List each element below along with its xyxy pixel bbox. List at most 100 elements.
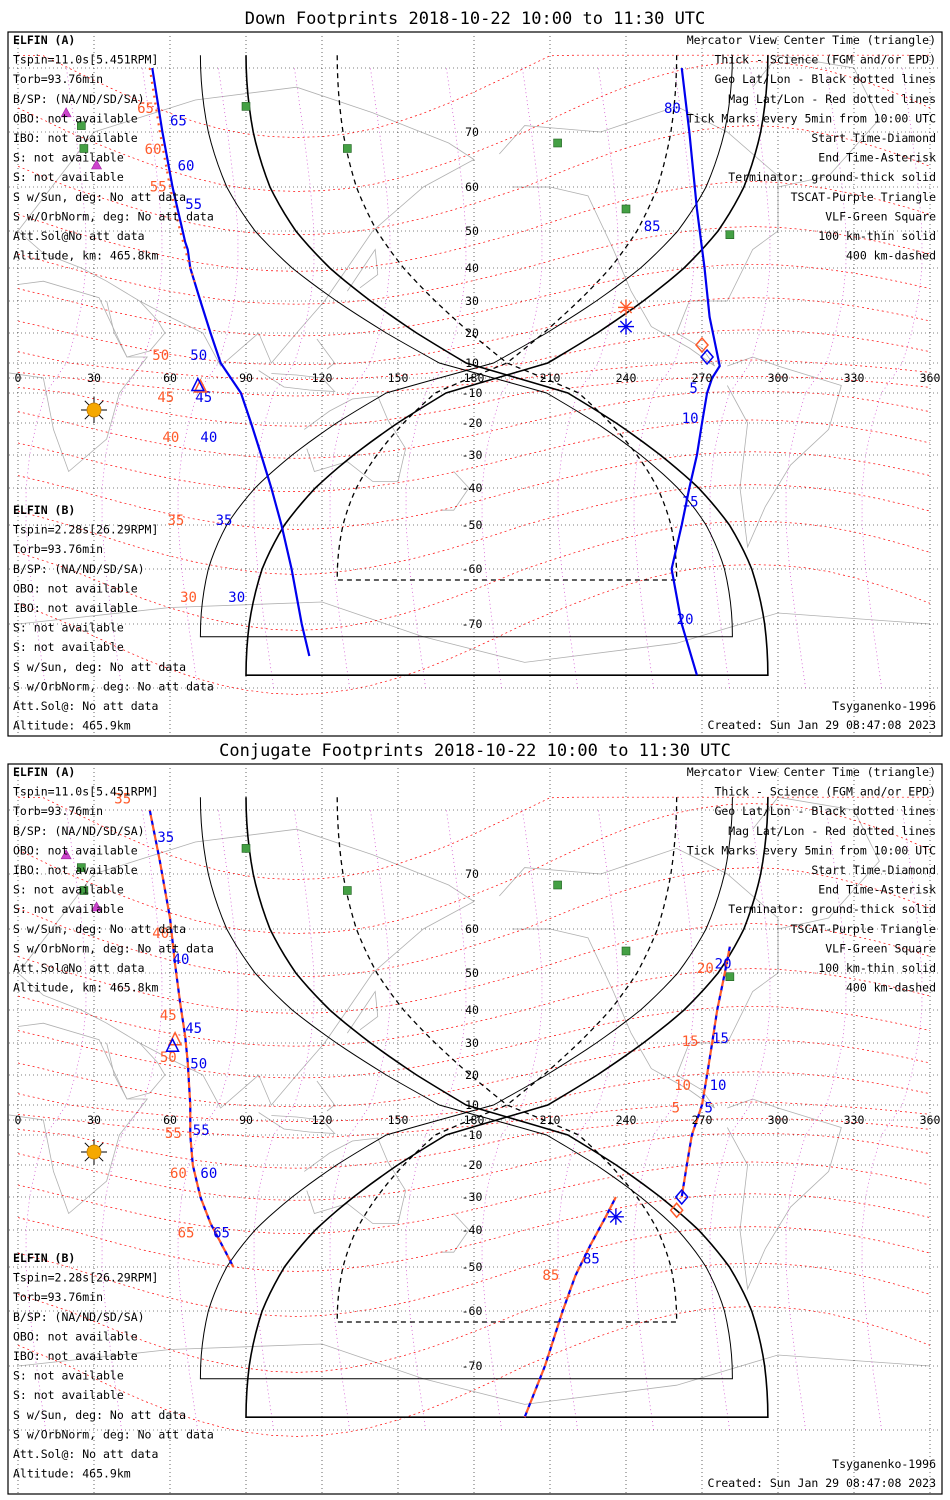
x-tick-label: 300 bbox=[768, 1113, 789, 1127]
elfin-a-name: ELFIN (A) bbox=[13, 765, 75, 779]
geo-graticule bbox=[9, 765, 941, 1493]
x-tick-label: 60 bbox=[163, 371, 177, 385]
elfin-b-info-line: Torb=93.76min bbox=[13, 1290, 103, 1304]
legend-entry: Tick Marks every 5min from 10:00 UTC bbox=[687, 111, 936, 125]
elfin-b-info-line: Torb=93.76min bbox=[13, 542, 103, 556]
track-time-label: 45 bbox=[195, 390, 212, 406]
track-time-label: 65 bbox=[213, 1225, 230, 1241]
panel-frame bbox=[7, 31, 943, 737]
legend-entry: Start Time-Diamond bbox=[811, 131, 936, 145]
track-time-label: 15 bbox=[712, 1031, 729, 1047]
y-tick-label: 10 bbox=[465, 356, 479, 370]
elfin-b-name: ELFIN (B) bbox=[13, 503, 75, 517]
elfin-a-info-line: B/SP: (NA/ND/SD/SA) bbox=[13, 92, 145, 106]
down-footprints-panel: Down Footprints 2018-10-22 10:00 to 11:3… bbox=[7, 9, 943, 737]
elfin-b-info-line: Tspin=2.28s[26.29RPM] bbox=[13, 523, 158, 537]
x-tick-label: 60 bbox=[163, 1113, 177, 1127]
legend-entry: 400 km-dashed bbox=[846, 981, 936, 995]
track-time-label: 35 bbox=[216, 513, 233, 529]
legend-entry: Terminator: ground-thick solid bbox=[728, 170, 936, 184]
track-time-label: 45 bbox=[185, 1021, 202, 1037]
x-tick-label: 120 bbox=[312, 371, 333, 385]
y-tick-label: -60 bbox=[462, 562, 483, 576]
mag-meridians bbox=[25, 67, 923, 689]
track-time-label: 55 bbox=[185, 197, 202, 213]
vlf-station-marker bbox=[241, 844, 251, 853]
track-time-label: 10 bbox=[710, 1078, 727, 1094]
elfin-a-info-line: Altitude, km: 465.8km bbox=[13, 981, 158, 995]
track-elfin-a-0 bbox=[151, 67, 311, 657]
axis-ticks: 0 30 60 90 120 150 180 210 240 270 300 330 360 70 60 50… bbox=[15, 867, 941, 1373]
x-tick-label: 210 bbox=[540, 371, 561, 385]
track-time-label: 20 bbox=[697, 961, 714, 977]
elfin-b-info-line: IBO: not available bbox=[13, 1349, 138, 1363]
track-time-label: 40 bbox=[152, 926, 169, 942]
satellite-info: ELFIN (A) Tspin=11.0s[5.451RPM] Torb=93.76… bbox=[13, 765, 214, 1481]
vlf-station-marker bbox=[725, 972, 735, 982]
triangle-marker bbox=[190, 376, 206, 392]
y-tick-label: 50 bbox=[465, 224, 479, 238]
track-time-label: 65 bbox=[137, 101, 154, 117]
track-time-label: 35 bbox=[157, 830, 174, 846]
panel-frame bbox=[7, 763, 943, 1495]
elfin-b-info-line: Tspin=2.28s[26.29RPM] bbox=[13, 1271, 158, 1285]
elfin-a-info-line: S: not available bbox=[13, 902, 124, 916]
track-elfin-b-overlay bbox=[148, 809, 235, 1268]
elfin-a-info-line: S: not available bbox=[13, 170, 124, 184]
orbit-tracks: 65 60 55 50 45 40 35 30 85 80 5 10 15 20 65 60 55 50 45 40 3… bbox=[137, 67, 721, 676]
elfin-b-info-line: S: not available bbox=[13, 640, 124, 654]
x-tick-label: 330 bbox=[844, 1113, 865, 1127]
created-timestamp: Created: Sun Jan 29 08:47:08 2023 bbox=[708, 718, 937, 732]
track-time-label: 15 bbox=[682, 1034, 699, 1050]
track-time-label: 40 bbox=[173, 952, 190, 968]
y-tick-label: 20 bbox=[465, 1068, 479, 1082]
mag-graticule bbox=[17, 796, 931, 1437]
triangle-marker bbox=[165, 1037, 180, 1052]
elfin-b-info-line: Altitude: 465.9km bbox=[13, 1467, 131, 1481]
panel-title-down: Down Footprints 2018-10-22 10:00 to 11:3… bbox=[245, 9, 706, 29]
legend: Mercator View Center Time (triangle) Thic… bbox=[687, 33, 936, 263]
x-tick-label: 270 bbox=[692, 371, 713, 385]
diamond-marker bbox=[695, 336, 709, 354]
vlf-station-marker bbox=[621, 204, 631, 214]
track-time-label: 60 bbox=[200, 1166, 217, 1182]
y-tick-label: -50 bbox=[462, 1260, 483, 1274]
x-tick-label: 30 bbox=[87, 371, 101, 385]
y-tick-label: 60 bbox=[465, 922, 479, 936]
track-time-label: 55 bbox=[193, 1123, 210, 1139]
y-tick-label: 10 bbox=[465, 1098, 479, 1112]
x-tick-label: 180 bbox=[464, 1113, 485, 1127]
x-tick-label: 210 bbox=[540, 1113, 561, 1127]
y-tick-label: 70 bbox=[465, 125, 479, 139]
sun-icon bbox=[81, 1139, 107, 1165]
x-tick-label: 270 bbox=[692, 1113, 713, 1127]
elfin-a-info-line: OBO: not available bbox=[13, 843, 138, 857]
legend-entry: 100 km-thin solid bbox=[818, 229, 936, 243]
track-time-label: 40 bbox=[200, 430, 217, 446]
legend-entry: Mag Lat/Lon - Red dotted lines bbox=[728, 824, 936, 838]
track-time-label: 10 bbox=[682, 411, 699, 427]
x-tick-label: 0 bbox=[15, 1113, 22, 1127]
elfin-b-info-line: IBO: not available bbox=[13, 601, 138, 615]
elfin-b-info-line: S: not available bbox=[13, 1369, 124, 1383]
track-time-label: 85 bbox=[644, 219, 661, 235]
y-tick-label: 30 bbox=[465, 294, 479, 308]
tscat-triangle bbox=[60, 107, 72, 118]
elfin-b-info-line: S w/Sun, deg: No att data bbox=[13, 1408, 186, 1422]
footer: Tsyganenko-1996 Created: Sun Jan 29 08:47… bbox=[708, 699, 937, 732]
diamond-marker bbox=[674, 1188, 689, 1206]
conjugate-footprints-panel: Conjugate Footprints 2018-10-22 10:00 to… bbox=[7, 741, 943, 1495]
orbit-tracks: 3540455055606585201510535404550556065852… bbox=[114, 792, 732, 1418]
vlf-station-marker bbox=[725, 230, 735, 239]
tscat-triangle bbox=[91, 901, 103, 912]
track-time-label: 85 bbox=[542, 1268, 559, 1284]
x-tick-label: 150 bbox=[388, 371, 409, 385]
elfin-a-info-line: IBO: not available bbox=[13, 863, 138, 877]
axis-ticks: 0 30 60 90 120 150 180 210 240 270 300 330 360 70 60 50… bbox=[15, 125, 941, 631]
y-tick-label: 40 bbox=[465, 261, 479, 275]
model-name: Tsyganenko-1996 bbox=[832, 699, 936, 713]
legend-entry: Mercator View Center Time (triangle) bbox=[687, 765, 936, 779]
legend-entry: Tick Marks every 5min from 10:00 UTC bbox=[687, 843, 936, 857]
legend-entry: Geo Lat/Lon - Black dotted lines bbox=[714, 804, 936, 818]
